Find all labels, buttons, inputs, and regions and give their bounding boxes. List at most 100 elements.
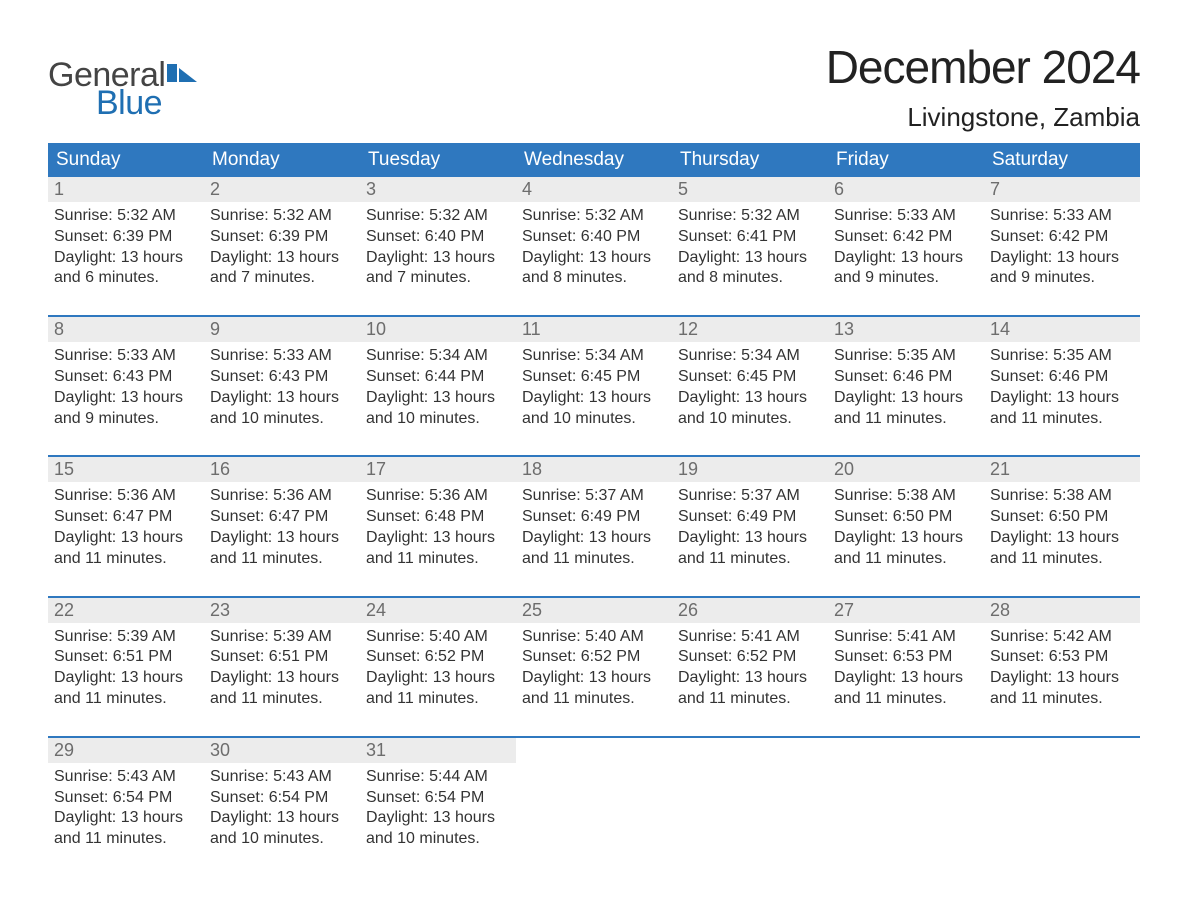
daylight-line: Daylight: 13 hours and 11 minutes. [990,388,1134,430]
day-number-row: 18 [516,457,672,482]
daylight-line: Daylight: 13 hours and 11 minutes. [834,388,978,430]
calendar-week: 8Sunrise: 5:33 AMSunset: 6:43 PMDaylight… [48,315,1140,433]
day-number-row: 19 [672,457,828,482]
day-body: Sunrise: 5:41 AMSunset: 6:52 PMDaylight:… [672,623,828,714]
daylight-line: Daylight: 13 hours and 9 minutes. [990,248,1134,290]
day-number-row: 1 [48,177,204,202]
calendar-day: 14 Sunrise: 5:35 AMSunset: 6:46 PMDayligh… [984,317,1140,433]
calendar-day-empty [516,738,672,854]
calendar-day: 27Sunrise: 5:41 AMSunset: 6:53 PMDayligh… [828,598,984,714]
day-number-row: 4 [516,177,672,202]
day-number-row: 12 [672,317,828,342]
sunset-line: Sunset: 6:39 PM [210,227,354,248]
day-body: Sunrise: 5:38 AMSunset: 6:50 PMDaylight:… [984,482,1140,573]
day-number: 26 [678,600,698,620]
day-body: Sunrise: 5:34 AMSunset: 6:45 PMDaylight:… [516,342,672,433]
day-number: 3 [366,179,376,199]
sunset-line: Sunset: 6:46 PM [990,367,1134,388]
weekday-header: Thursday [672,143,828,177]
calendar-day: 6 Sunrise: 5:33 AMSunset: 6:42 PMDaylight… [828,177,984,293]
day-body: Sunrise: 5:42 AMSunset: 6:53 PMDaylight:… [984,623,1140,714]
day-body: Sunrise: 5:43 AMSunset: 6:54 PMDaylight:… [48,763,204,854]
day-number-row: 28 [984,598,1140,623]
day-number: 14 [990,319,1010,339]
daylight-line: Daylight: 13 hours and 11 minutes. [990,668,1134,710]
flag-icon [167,62,197,86]
day-number-row: 20 [828,457,984,482]
calendar-day: 24Sunrise: 5:40 AMSunset: 6:52 PMDayligh… [360,598,516,714]
sunset-line: Sunset: 6:42 PM [834,227,978,248]
sunset-line: Sunset: 6:45 PM [522,367,666,388]
day-number: 7 [990,179,1000,199]
daylight-line: Daylight: 13 hours and 7 minutes. [366,248,510,290]
day-number: 25 [522,600,542,620]
day-number-row: 26 [672,598,828,623]
sunrise-line: Sunrise: 5:35 AM [834,346,978,367]
day-number: 29 [54,740,74,760]
calendar-day: 31Sunrise: 5:44 AMSunset: 6:54 PMDayligh… [360,738,516,854]
day-number-row: 27 [828,598,984,623]
day-number: 10 [366,319,386,339]
sunrise-line: Sunrise: 5:42 AM [990,627,1134,648]
daylight-line: Daylight: 13 hours and 11 minutes. [522,668,666,710]
day-body: Sunrise: 5:34 AMSunset: 6:44 PMDaylight:… [360,342,516,433]
calendar-day: 28Sunrise: 5:42 AMSunset: 6:53 PMDayligh… [984,598,1140,714]
daylight-line: Daylight: 13 hours and 11 minutes. [366,528,510,570]
day-number: 6 [834,179,844,199]
daylight-line: Daylight: 13 hours and 11 minutes. [54,528,198,570]
sunrise-line: Sunrise: 5:35 AM [990,346,1134,367]
sunset-line: Sunset: 6:49 PM [522,507,666,528]
day-number-row: 10 [360,317,516,342]
daylight-line: Daylight: 13 hours and 11 minutes. [678,668,822,710]
day-number: 11 [522,319,541,339]
day-number: 21 [990,459,1010,479]
sunrise-line: Sunrise: 5:33 AM [834,206,978,227]
day-body: Sunrise: 5:39 AMSunset: 6:51 PMDaylight:… [48,623,204,714]
daylight-line: Daylight: 13 hours and 11 minutes. [522,528,666,570]
weekday-header-row: SundayMondayTuesdayWednesdayThursdayFrid… [48,143,1140,177]
sunset-line: Sunset: 6:46 PM [834,367,978,388]
calendar-week: 1Sunrise: 5:32 AMSunset: 6:39 PMDaylight… [48,177,1140,293]
day-body: Sunrise: 5:35 AMSunset: 6:46 PMDaylight:… [828,342,984,433]
sunrise-line: Sunrise: 5:37 AM [522,486,666,507]
day-number: 4 [522,179,532,199]
day-body: Sunrise: 5:36 AMSunset: 6:48 PMDaylight:… [360,482,516,573]
daylight-line: Daylight: 13 hours and 8 minutes. [678,248,822,290]
day-number-row: 21 [984,457,1140,482]
calendar-day: 20Sunrise: 5:38 AMSunset: 6:50 PMDayligh… [828,457,984,573]
day-body: Sunrise: 5:40 AMSunset: 6:52 PMDaylight:… [516,623,672,714]
calendar-day: 2Sunrise: 5:32 AMSunset: 6:39 PMDaylight… [204,177,360,293]
weekday-header: Friday [828,143,984,177]
sunset-line: Sunset: 6:53 PM [834,647,978,668]
calendar-day: 15Sunrise: 5:36 AMSunset: 6:47 PMDayligh… [48,457,204,573]
title-block: December 2024 Livingstone, Zambia [826,40,1140,133]
day-number: 31 [366,740,386,760]
calendar-week: 15Sunrise: 5:36 AMSunset: 6:47 PMDayligh… [48,455,1140,573]
sunset-line: Sunset: 6:54 PM [366,788,510,809]
calendar-day: 17Sunrise: 5:36 AMSunset: 6:48 PMDayligh… [360,457,516,573]
sunset-line: Sunset: 6:44 PM [366,367,510,388]
daylight-line: Daylight: 13 hours and 9 minutes. [834,248,978,290]
sunrise-line: Sunrise: 5:40 AM [366,627,510,648]
day-number-row: 2 [204,177,360,202]
header-region: General Blue December 2024 Livingstone, … [48,40,1140,133]
daylight-line: Daylight: 13 hours and 10 minutes. [210,388,354,430]
weekday-header: Sunday [48,143,204,177]
day-body: Sunrise: 5:40 AMSunset: 6:52 PMDaylight:… [360,623,516,714]
sunrise-line: Sunrise: 5:32 AM [210,206,354,227]
calendar-week: 29 Sunrise: 5:43 AMSunset: 6:54 PMDayligh… [48,736,1140,854]
sunset-line: Sunset: 6:50 PM [834,507,978,528]
daylight-line: Daylight: 13 hours and 11 minutes. [990,528,1134,570]
calendar-day: 23Sunrise: 5:39 AMSunset: 6:51 PMDayligh… [204,598,360,714]
daylight-line: Daylight: 13 hours and 11 minutes. [678,528,822,570]
day-number-row: 8 [48,317,204,342]
calendar-day: 25 Sunrise: 5:40 AMSunset: 6:52 PMDayligh… [516,598,672,714]
sunrise-line: Sunrise: 5:39 AM [54,627,198,648]
calendar-week: 22Sunrise: 5:39 AMSunset: 6:51 PMDayligh… [48,596,1140,714]
daylight-line: Daylight: 13 hours and 11 minutes. [54,808,198,850]
sunset-line: Sunset: 6:52 PM [678,647,822,668]
sunrise-line: Sunrise: 5:32 AM [522,206,666,227]
day-number-row: 9 [204,317,360,342]
calendar-day: 8Sunrise: 5:33 AMSunset: 6:43 PMDaylight… [48,317,204,433]
day-number-row: 31 [360,738,516,763]
